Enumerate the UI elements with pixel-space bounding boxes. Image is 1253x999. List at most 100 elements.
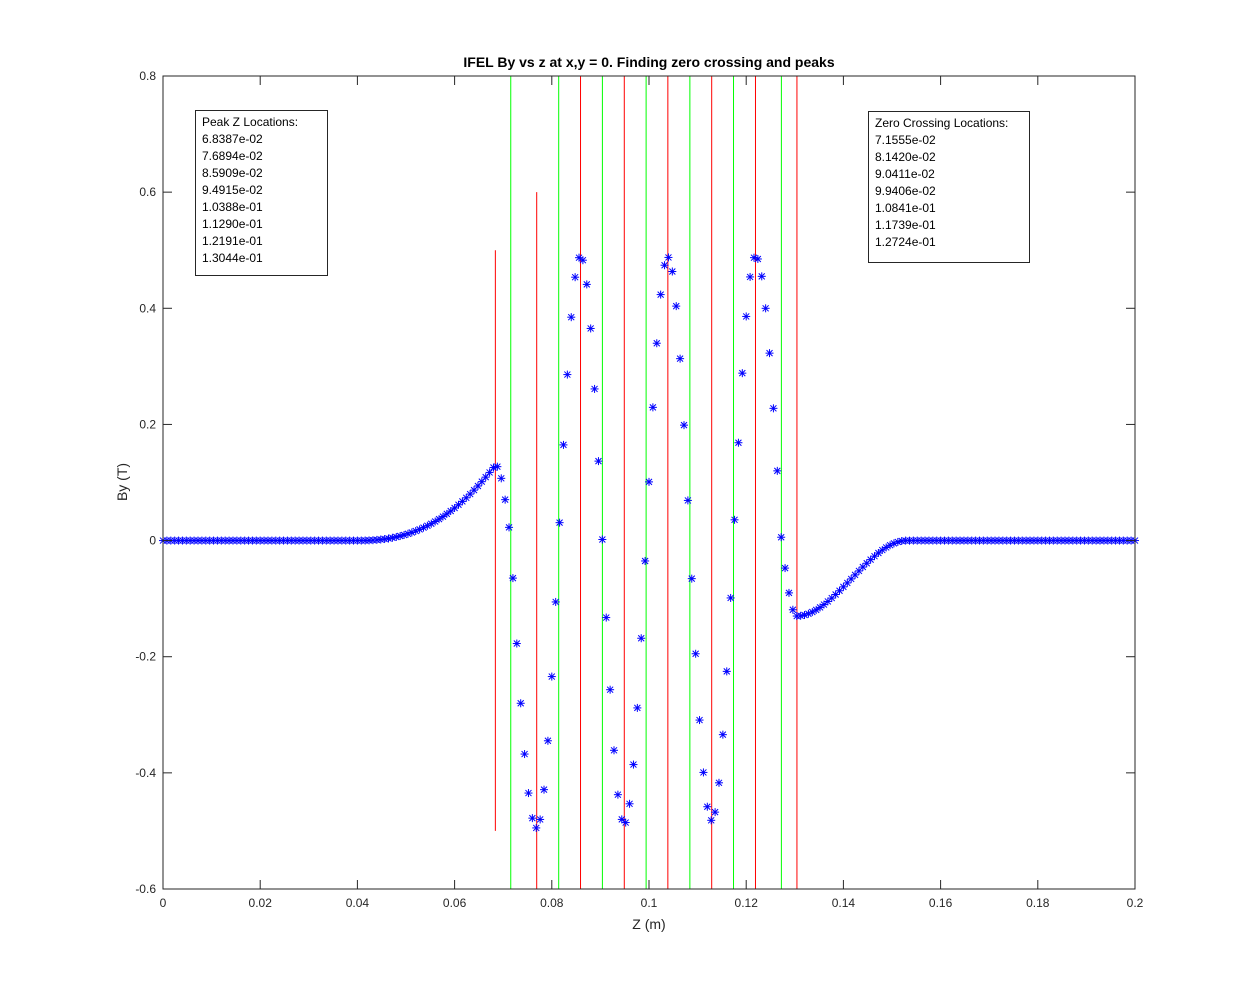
data-point (610, 746, 619, 755)
data-point (594, 457, 603, 466)
data-point (551, 597, 560, 606)
data-point (497, 474, 506, 483)
data-point (757, 272, 766, 281)
y-tick-label: 0.6 (139, 185, 156, 199)
data-point (734, 438, 743, 447)
x-tick-label: 0 (160, 896, 167, 910)
data-point (753, 254, 762, 263)
data-point (629, 760, 638, 769)
y-tick-label: 0.2 (139, 417, 156, 431)
data-point (493, 462, 502, 471)
data-point (703, 802, 712, 811)
y-tick-label: 0.8 (139, 69, 156, 83)
data-point (687, 574, 696, 583)
data-point (761, 304, 770, 313)
data-point (536, 815, 545, 824)
data-point (586, 324, 595, 333)
data-point (664, 253, 673, 262)
data-point (676, 354, 685, 363)
data-point (645, 477, 653, 486)
data-point (874, 548, 883, 557)
data-point (508, 574, 517, 583)
data-point (746, 272, 755, 281)
data-point (683, 496, 692, 505)
data-point (505, 523, 514, 532)
data-point (598, 535, 607, 544)
zero-crossing-box: Zero Crossing Locations: 7.1555e-02 8.14… (868, 111, 1030, 263)
peak-box-title: Peak Z Locations: (202, 115, 299, 129)
zero-box-title: Zero Crossing Locations: (875, 116, 1009, 130)
x-tick-label: 0.12 (735, 896, 759, 910)
zero-value-4: 9.9406e-02 (875, 184, 936, 198)
data-point (866, 555, 875, 564)
x-tick-label: 0.06 (443, 896, 467, 910)
data-point (524, 789, 533, 798)
data-point (633, 703, 642, 712)
data-point (738, 369, 747, 378)
data-point (784, 588, 793, 597)
y-tick-label: 0.4 (139, 301, 156, 315)
data-point (718, 730, 727, 739)
x-axis-label: Z (m) (632, 916, 665, 932)
data-point (648, 403, 657, 412)
data-point (668, 267, 677, 276)
peak-value-2: 7.6894e-02 (202, 149, 263, 163)
data-point (582, 280, 591, 289)
data-point (528, 814, 537, 823)
data-point (878, 546, 887, 555)
x-tick-label: 0.16 (929, 896, 953, 910)
y-tick-label: -0.6 (135, 882, 156, 896)
data-point (695, 716, 704, 725)
data-point (870, 552, 879, 561)
data-point (889, 539, 898, 548)
data-point (777, 533, 786, 542)
data-point (567, 313, 576, 322)
data-point (547, 672, 556, 681)
peak-value-6: 1.1290e-01 (202, 217, 263, 231)
data-point (396, 532, 405, 541)
data-point (788, 605, 797, 614)
data-point (625, 799, 634, 808)
data-point (392, 532, 401, 541)
data-point (714, 778, 723, 787)
data-point (423, 521, 432, 530)
peak-value-7: 1.2191e-01 (202, 234, 263, 248)
data-point (563, 370, 572, 379)
data-point (699, 768, 708, 777)
peak-locations-box: Peak Z Locations: 6.8387e-02 7.6894e-02 … (195, 110, 328, 276)
data-point (520, 750, 529, 759)
x-tick-label: 0.2 (1127, 896, 1144, 910)
data-point (512, 639, 521, 648)
data-point (765, 349, 774, 358)
x-tick-label: 0.04 (346, 896, 370, 910)
marker-lines-group (494, 76, 798, 889)
y-tick-label: -0.4 (135, 766, 156, 780)
peak-value-4: 9.4915e-02 (202, 183, 263, 197)
data-point (442, 509, 451, 518)
data-point (571, 273, 580, 282)
peak-value-5: 1.0388e-01 (202, 200, 263, 214)
x-tick-label: 0.02 (249, 896, 273, 910)
data-point (540, 785, 549, 794)
data-point (532, 823, 541, 832)
x-axis-ticks: 0 0.02 0.04 0.06 0.08 0.1 0.12 0.14 0.16 0.18 0.2 (160, 76, 1144, 910)
zero-value-1: 7.1555e-02 (875, 133, 936, 147)
data-point (781, 564, 790, 573)
data-point (466, 490, 475, 499)
data-point (726, 593, 735, 602)
y-tick-label: 0 (149, 534, 156, 548)
data-point (637, 634, 646, 643)
data-point (481, 473, 490, 482)
data-point (769, 404, 778, 413)
y-tick-label: -0.2 (135, 650, 156, 664)
x-tick-label: 0.14 (832, 896, 856, 910)
y-axis-ticks: -0.6 -0.4 -0.2 0 0.2 0.4 0.6 0.8 (135, 69, 1135, 896)
data-point (722, 667, 731, 676)
data-point (516, 699, 525, 708)
data-point (672, 302, 681, 311)
data-point (707, 816, 716, 825)
y-axis-label: By (T) (114, 463, 130, 501)
data-point (543, 736, 552, 745)
data-point (652, 339, 661, 348)
